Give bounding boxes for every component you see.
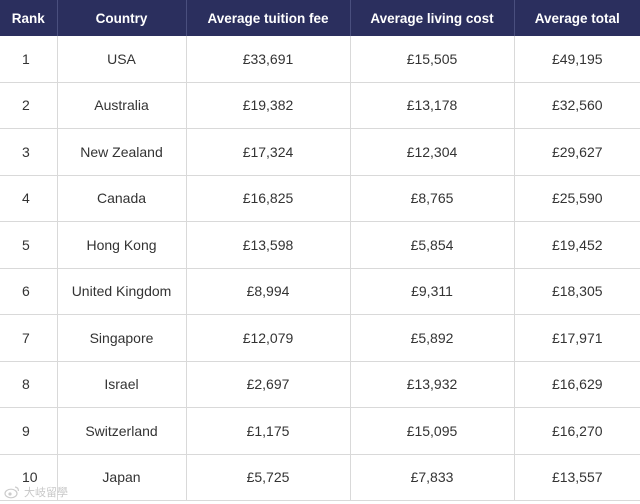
- living-cell: £7,833: [350, 454, 515, 501]
- country-cell: USA: [57, 36, 187, 83]
- country-cell: United Kingdom: [57, 268, 187, 315]
- watermark-text: 大岐留學: [24, 487, 68, 499]
- rank-cell: 9: [0, 407, 58, 455]
- weibo-icon: [4, 485, 20, 499]
- living-cell: £5,854: [350, 221, 515, 269]
- total-cell: £18,305: [514, 268, 640, 315]
- total-cell: £49,195: [514, 36, 640, 83]
- rank-cell: 3: [0, 128, 58, 176]
- table-row: 6 United Kingdom £8,994 £9,311 £18,305: [0, 268, 640, 315]
- country-cell: Hong Kong: [57, 221, 187, 269]
- rank-cell: 7: [0, 314, 58, 362]
- living-cell: £9,311: [350, 268, 515, 315]
- table-row: 8 Israel £2,697 £13,932 £16,629: [0, 361, 640, 408]
- country-cell: Japan: [57, 454, 187, 501]
- country-cell: Switzerland: [57, 407, 187, 455]
- table-row: 3 New Zealand £17,324 £12,304 £29,627: [0, 128, 640, 176]
- header-total: Average total: [514, 0, 640, 36]
- header-tuition: Average tuition fee: [186, 0, 351, 36]
- living-cell: £13,932: [350, 361, 515, 408]
- tuition-cell: £13,598: [186, 221, 351, 269]
- tuition-cell: £33,691: [186, 36, 351, 83]
- living-cell: £12,304: [350, 128, 515, 176]
- total-cell: £13,557: [514, 454, 640, 501]
- table-row: 2 Australia £19,382 £13,178 £32,560: [0, 82, 640, 129]
- table-row: 1 USA £33,691 £15,505 £49,195: [0, 36, 640, 83]
- table-row: 4 Canada £16,825 £8,765 £25,590: [0, 175, 640, 222]
- tuition-cell: £17,324: [186, 128, 351, 176]
- total-cell: £16,270: [514, 407, 640, 455]
- tuition-cell: £12,079: [186, 314, 351, 362]
- living-cell: £8,765: [350, 175, 515, 222]
- living-cell: £15,505: [350, 36, 515, 83]
- total-cell: £32,560: [514, 82, 640, 129]
- living-cell: £5,892: [350, 314, 515, 362]
- living-cell: £15,095: [350, 407, 515, 455]
- table-header: Rank Country Average tuition fee Average…: [0, 0, 640, 36]
- header-living: Average living cost: [350, 0, 515, 36]
- tuition-cell: £2,697: [186, 361, 351, 408]
- header-row: Rank Country Average tuition fee Average…: [0, 0, 640, 36]
- rank-cell: 8: [0, 361, 58, 408]
- table-row: 9 Switzerland £1,175 £15,095 £16,270: [0, 407, 640, 455]
- country-cell: Singapore: [57, 314, 187, 362]
- total-cell: £19,452: [514, 221, 640, 269]
- table-body: 1 USA £33,691 £15,505 £49,195 2 Australi…: [0, 36, 640, 501]
- country-cell: Israel: [57, 361, 187, 408]
- country-cell: Canada: [57, 175, 187, 222]
- tuition-cell: £16,825: [186, 175, 351, 222]
- header-rank: Rank: [0, 0, 58, 36]
- tuition-cell: £19,382: [186, 82, 351, 129]
- watermark: 大岐留學: [4, 484, 68, 500]
- table-row: 5 Hong Kong £13,598 £5,854 £19,452: [0, 221, 640, 269]
- rank-cell: 4: [0, 175, 58, 222]
- total-cell: £17,971: [514, 314, 640, 362]
- living-cell: £13,178: [350, 82, 515, 129]
- rank-cell: 6: [0, 268, 58, 315]
- tuition-cell: £5,725: [186, 454, 351, 501]
- rank-cell: 10: [0, 454, 58, 501]
- total-cell: £29,627: [514, 128, 640, 176]
- total-cell: £16,629: [514, 361, 640, 408]
- rank-cell: 1: [0, 36, 58, 83]
- table-row: 10 Japan £5,725 £7,833 £13,557: [0, 454, 640, 501]
- country-cell: New Zealand: [57, 128, 187, 176]
- rank-cell: 5: [0, 221, 58, 269]
- country-cell: Australia: [57, 82, 187, 129]
- header-country: Country: [57, 0, 187, 36]
- total-cell: £25,590: [514, 175, 640, 222]
- rank-cell: 2: [0, 82, 58, 129]
- tuition-cell: £1,175: [186, 407, 351, 455]
- table-row: 7 Singapore £12,079 £5,892 £17,971: [0, 314, 640, 362]
- tuition-cell: £8,994: [186, 268, 351, 315]
